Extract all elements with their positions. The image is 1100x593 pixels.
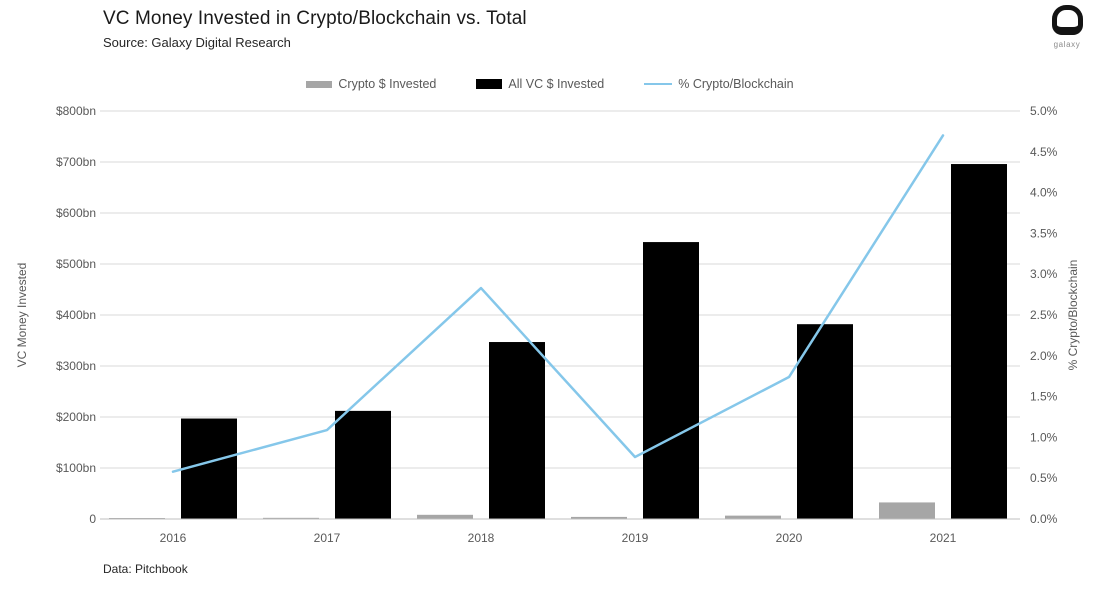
right-axis-tick-label: 0.0% xyxy=(1030,512,1058,526)
right-axis-tick-label: 1.5% xyxy=(1030,390,1058,404)
right-axis-tick-label: 4.0% xyxy=(1030,186,1058,200)
x-axis-label-2021: 2021 xyxy=(930,531,957,545)
bar-all-vc-2020 xyxy=(797,324,853,519)
legend-label-pct-crypto-blockchain: % Crypto/Blockchain xyxy=(678,77,794,91)
left-axis-tick-label: $800bn xyxy=(56,104,96,118)
legend-label-all-vc-usd-invested: All VC $ Invested xyxy=(508,77,605,91)
right-axis-tick-label: 4.5% xyxy=(1030,145,1058,159)
left-axis-tick-label: $600bn xyxy=(56,206,96,220)
legend-item-all-vc-usd-invested: All VC $ Invested xyxy=(476,77,604,91)
left-axis-tick-label: $100bn xyxy=(56,461,96,475)
legend-bar-swatch-all-vc-usd-invested xyxy=(476,79,503,89)
x-axis-label-2020: 2020 xyxy=(776,531,803,545)
bar-all-vc-2017 xyxy=(335,410,391,519)
right-axis-tick-label: 3.5% xyxy=(1030,226,1058,240)
galaxy-logo-label: galaxy xyxy=(1053,40,1081,49)
bar-all-vc-2019 xyxy=(643,242,699,519)
left-axis-title: VC Money Invested xyxy=(15,263,29,368)
x-axis-label-2018: 2018 xyxy=(468,531,495,545)
x-axis-label-2017: 2017 xyxy=(314,531,341,545)
bar-all-vc-2016 xyxy=(181,418,237,519)
right-axis-tick-label: 2.0% xyxy=(1030,349,1058,363)
galaxy-helmet-icon xyxy=(1051,5,1083,35)
right-axis-tick-label: 2.5% xyxy=(1030,308,1058,322)
data-attribution: Data: Pitchbook xyxy=(103,562,188,576)
legend-item-crypto-usd-invested: Crypto $ Invested xyxy=(306,77,436,91)
chart-legend: Crypto $ Invested All VC $ Invested % Cryp… xyxy=(0,74,1100,94)
chart-source-subtitle: Source: Galaxy Digital Research xyxy=(103,35,291,50)
galaxy-logo: galaxy xyxy=(1038,5,1096,49)
legend-label-crypto-usd-invested: Crypto $ Invested xyxy=(338,77,437,91)
right-axis-tick-label: 5.0% xyxy=(1030,104,1058,118)
left-axis-tick-label: $500bn xyxy=(56,257,96,271)
bar-crypto-2017 xyxy=(263,517,319,519)
bar-crypto-2019 xyxy=(571,516,627,519)
legend-line-swatch-pct-crypto-blockchain xyxy=(644,83,673,85)
right-axis-tick-label: 3.0% xyxy=(1030,267,1058,281)
left-axis-tick-label: $400bn xyxy=(56,308,96,322)
right-axis-tick-label: 1.0% xyxy=(1030,430,1058,444)
right-axis-title: % Crypto/Blockchain xyxy=(1066,260,1080,371)
legend-bar-swatch-crypto-usd-invested xyxy=(306,80,333,88)
bar-crypto-2021 xyxy=(879,502,935,519)
bar-all-vc-2021 xyxy=(951,164,1007,520)
bar-all-vc-2018 xyxy=(489,342,545,519)
bar-crypto-2018 xyxy=(417,514,473,519)
left-axis-tick-label: $700bn xyxy=(56,155,96,169)
page-title: VC Money Invested in Crypto/Blockchain v… xyxy=(103,8,527,29)
right-axis-tick-label: 0.5% xyxy=(1030,471,1058,485)
pct-crypto-line xyxy=(171,134,945,473)
left-axis-tick-label: $200bn xyxy=(56,410,96,424)
legend-item-pct-crypto-blockchain: % Crypto/Blockchain xyxy=(644,77,794,91)
x-axis-label-2019: 2019 xyxy=(622,531,649,545)
bar-crypto-2020 xyxy=(725,515,781,519)
x-axis-label-2016: 2016 xyxy=(160,531,187,545)
left-axis-tick-label: 0 xyxy=(89,512,96,526)
left-axis-tick-label: $300bn xyxy=(56,359,96,373)
